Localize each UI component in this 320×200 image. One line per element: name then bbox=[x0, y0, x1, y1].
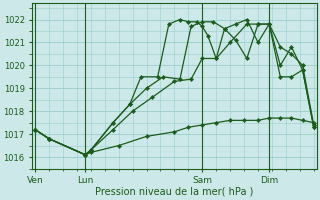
X-axis label: Pression niveau de la mer( hPa ): Pression niveau de la mer( hPa ) bbox=[95, 187, 253, 197]
